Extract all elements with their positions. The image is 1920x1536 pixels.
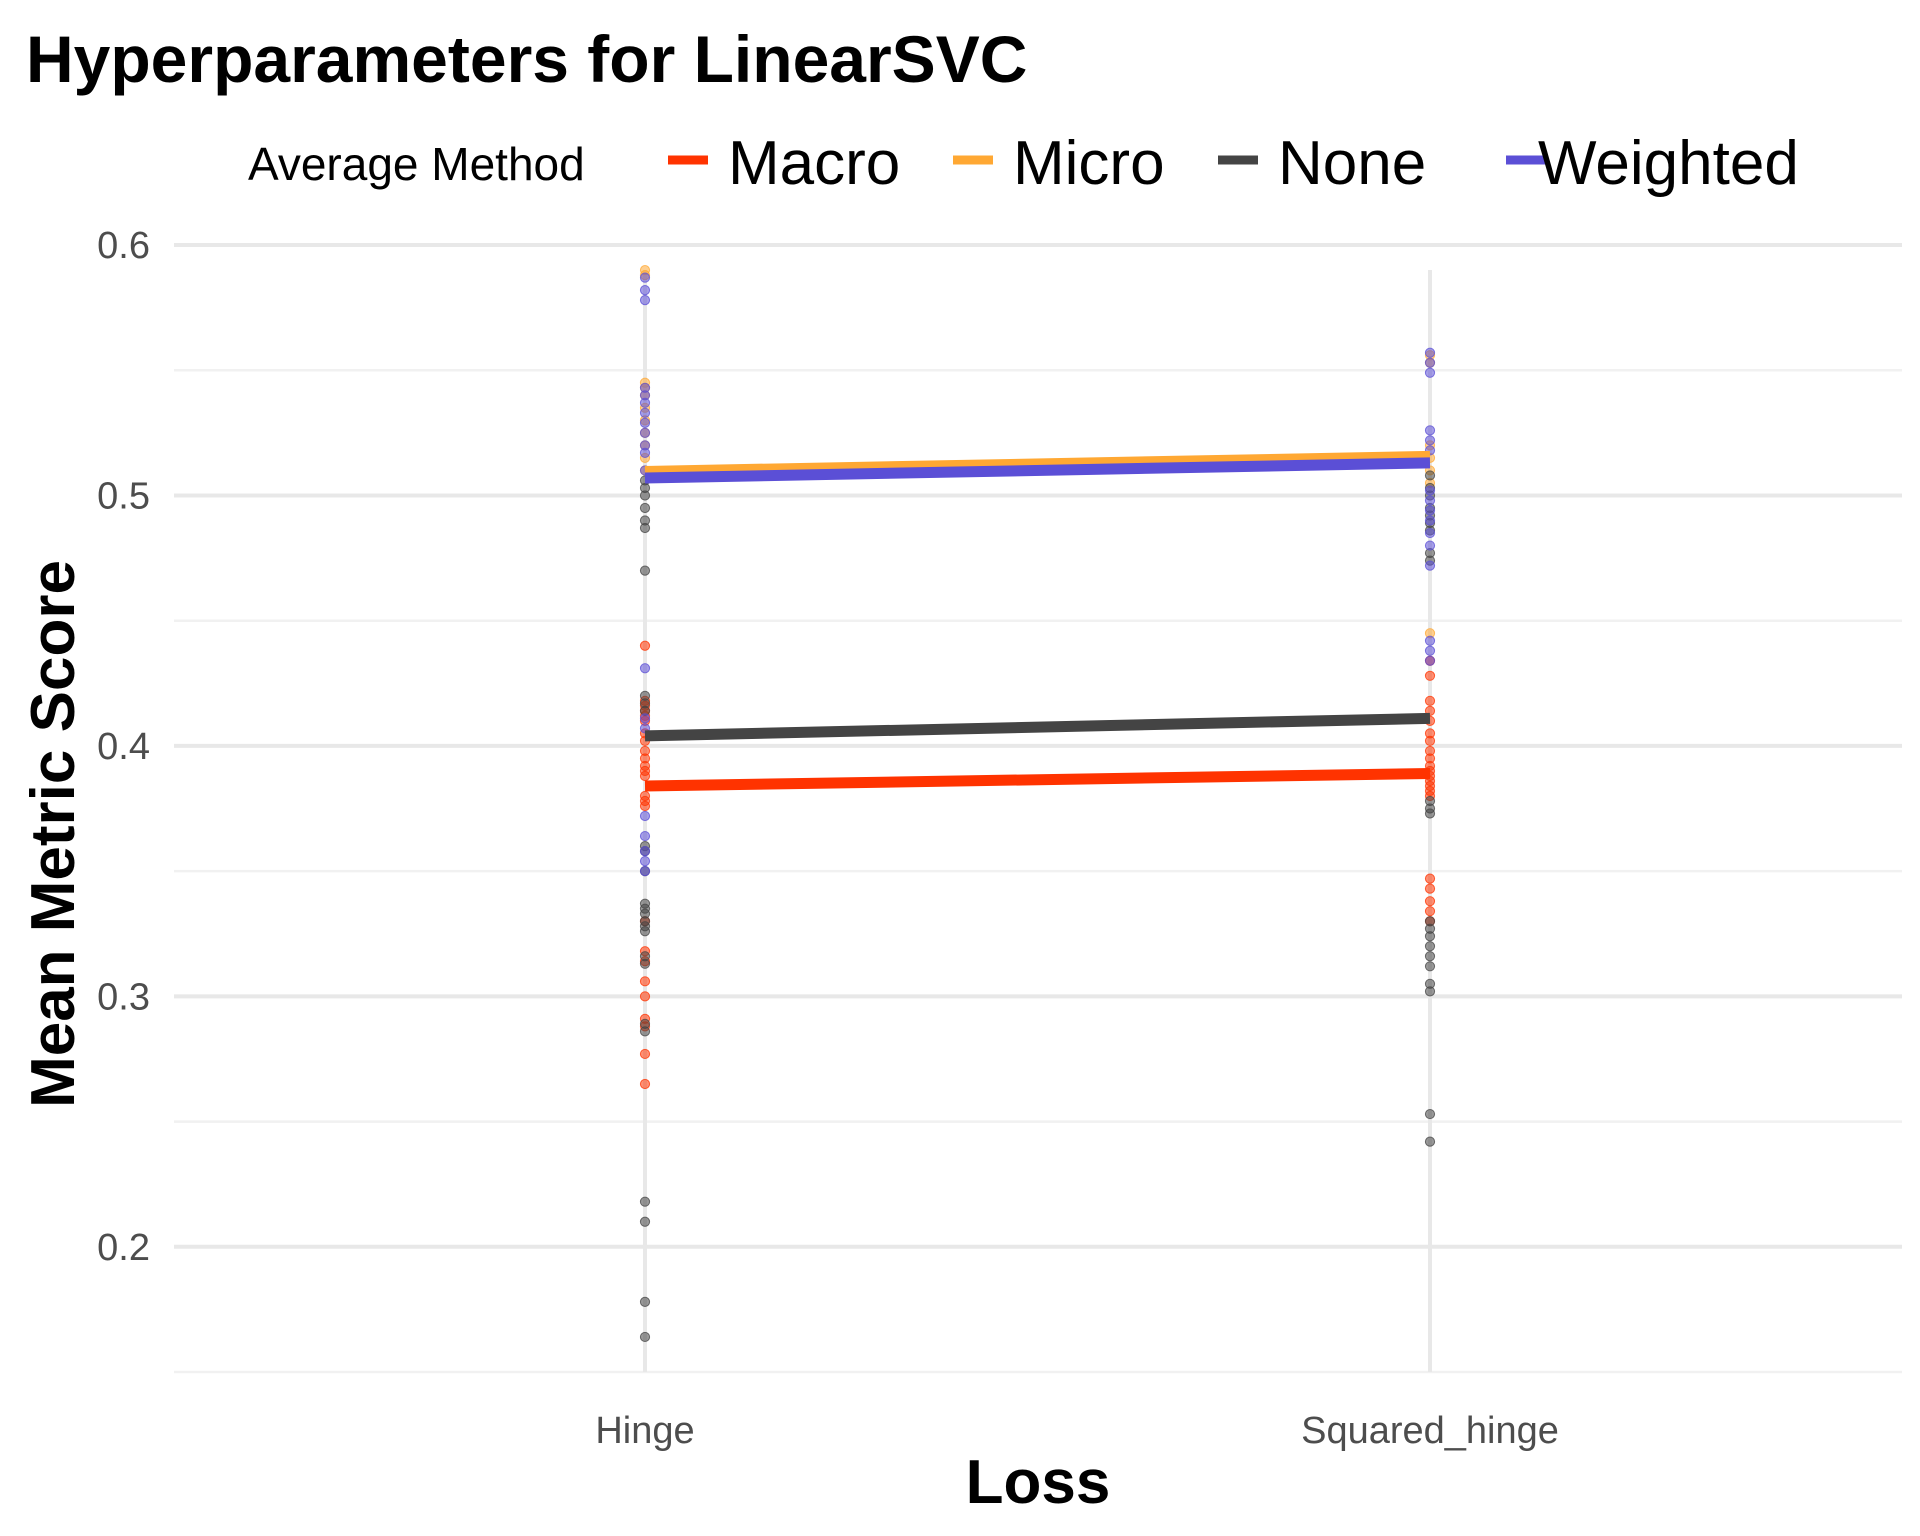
point-weighted-0-5 xyxy=(639,397,651,408)
point-none-1-19 xyxy=(1424,986,1436,997)
chart-title: Hyperparameters for LinearSVC xyxy=(26,22,1027,96)
series-line-weighted xyxy=(644,457,1431,484)
x-tick-label-1: Squared_hinge xyxy=(1301,1410,1559,1452)
point-weighted-1-1 xyxy=(1424,357,1436,368)
point-weighted-1-4 xyxy=(1424,435,1436,446)
point-weighted-0-10 xyxy=(639,447,651,459)
point-macro-0-23 xyxy=(639,1048,651,1060)
point-macro-1-1 xyxy=(1424,670,1436,681)
legend-label-macro: Macro xyxy=(728,129,900,198)
point-none-1-20 xyxy=(1424,1108,1436,1120)
legend-title: Average Method xyxy=(248,138,585,190)
point-none-0-25 xyxy=(639,1296,651,1307)
y-tick-label-3: 0.5 xyxy=(97,475,150,517)
point-none-1-0 xyxy=(1424,470,1436,481)
y-tick-label-2: 0.4 xyxy=(97,726,150,768)
point-none-1-15 xyxy=(1424,941,1436,952)
point-none-0-24 xyxy=(639,1216,651,1227)
point-none-0-26 xyxy=(639,1331,651,1343)
point-weighted-1-12 xyxy=(1424,560,1436,571)
point-weighted-0-12 xyxy=(639,663,651,674)
point-weighted-0-0 xyxy=(639,272,651,283)
point-none-0-2 xyxy=(639,490,651,501)
point-macro-0-0 xyxy=(639,640,651,651)
point-weighted-1-6 xyxy=(1424,485,1436,496)
data-points xyxy=(639,264,1436,1343)
point-weighted-1-7 xyxy=(1424,495,1436,506)
legend-label-micro: Micro xyxy=(1013,129,1165,198)
point-macro-0-24 xyxy=(639,1078,651,1090)
point-none-0-20 xyxy=(639,958,651,969)
point-none-0-6 xyxy=(639,565,651,576)
point-none-1-21 xyxy=(1424,1136,1436,1147)
point-macro-1-6 xyxy=(1424,735,1436,747)
series-line-macro xyxy=(644,767,1431,792)
point-none-0-22 xyxy=(639,1026,651,1037)
point-weighted-0-16 xyxy=(639,830,651,842)
point-weighted-0-6 xyxy=(639,407,651,418)
y-tick-label-1: 0.3 xyxy=(97,976,150,1018)
point-weighted-1-0 xyxy=(1424,347,1436,358)
point-macro-1-16 xyxy=(1424,873,1436,884)
point-none-1-14 xyxy=(1424,931,1436,942)
series-line-none xyxy=(644,712,1431,742)
y-tick-label-0: 0.2 xyxy=(97,1227,150,1269)
legend: Average Method Macro Micro None Weighted xyxy=(248,129,1799,198)
point-weighted-0-18 xyxy=(639,856,651,867)
point-weighted-1-11 xyxy=(1424,540,1436,551)
point-weighted-1-13 xyxy=(1424,635,1436,646)
y-axis-ticks: 0.2 0.3 0.4 0.5 0.6 xyxy=(97,225,150,1269)
point-macro-1-2 xyxy=(1424,695,1436,706)
plot-grid xyxy=(174,243,1902,1374)
point-none-0-23 xyxy=(639,1196,651,1207)
point-macro-1-17 xyxy=(1424,883,1436,894)
y-tick-label-4: 0.6 xyxy=(97,225,150,267)
x-axis-ticks: Hinge Squared_hinge xyxy=(595,1410,1559,1452)
point-weighted-0-17 xyxy=(639,845,651,857)
point-none-0-5 xyxy=(639,522,651,534)
point-weighted-1-10 xyxy=(1424,527,1436,539)
point-macro-1-19 xyxy=(1424,906,1436,917)
point-macro-0-15 xyxy=(639,800,651,812)
x-tick-label-0: Hinge xyxy=(595,1410,694,1452)
point-macro-1-18 xyxy=(1424,896,1436,907)
legend-label-weighted: Weighted xyxy=(1538,129,1799,198)
point-none-1-16 xyxy=(1424,951,1436,962)
point-weighted-1-3 xyxy=(1424,425,1436,436)
point-weighted-1-9 xyxy=(1424,515,1436,526)
point-none-1-11 xyxy=(1424,808,1436,819)
point-none-0-18 xyxy=(639,926,651,937)
point-none-0-3 xyxy=(639,502,651,514)
x-axis-title: Loss xyxy=(966,1448,1111,1517)
point-weighted-1-8 xyxy=(1424,505,1436,516)
point-none-1-17 xyxy=(1424,961,1436,972)
point-weighted-1-14 xyxy=(1424,645,1436,656)
point-weighted-0-8 xyxy=(639,427,651,438)
point-weighted-0-19 xyxy=(639,866,651,877)
point-weighted-0-13 xyxy=(639,713,651,724)
point-weighted-0-15 xyxy=(639,810,651,822)
point-weighted-1-2 xyxy=(1424,367,1436,378)
point-macro-0-12 xyxy=(639,770,651,782)
point-macro-0-20 xyxy=(639,991,651,1002)
point-weighted-0-7 xyxy=(639,417,651,428)
y-axis-title: Mean Metric Score xyxy=(19,560,88,1108)
point-macro-0-19 xyxy=(639,976,651,987)
legend-label-none: None xyxy=(1278,129,1426,198)
point-weighted-1-15 xyxy=(1424,655,1436,666)
series-lines xyxy=(644,450,1431,792)
point-weighted-0-2 xyxy=(639,295,651,306)
point-weighted-0-1 xyxy=(639,285,651,296)
